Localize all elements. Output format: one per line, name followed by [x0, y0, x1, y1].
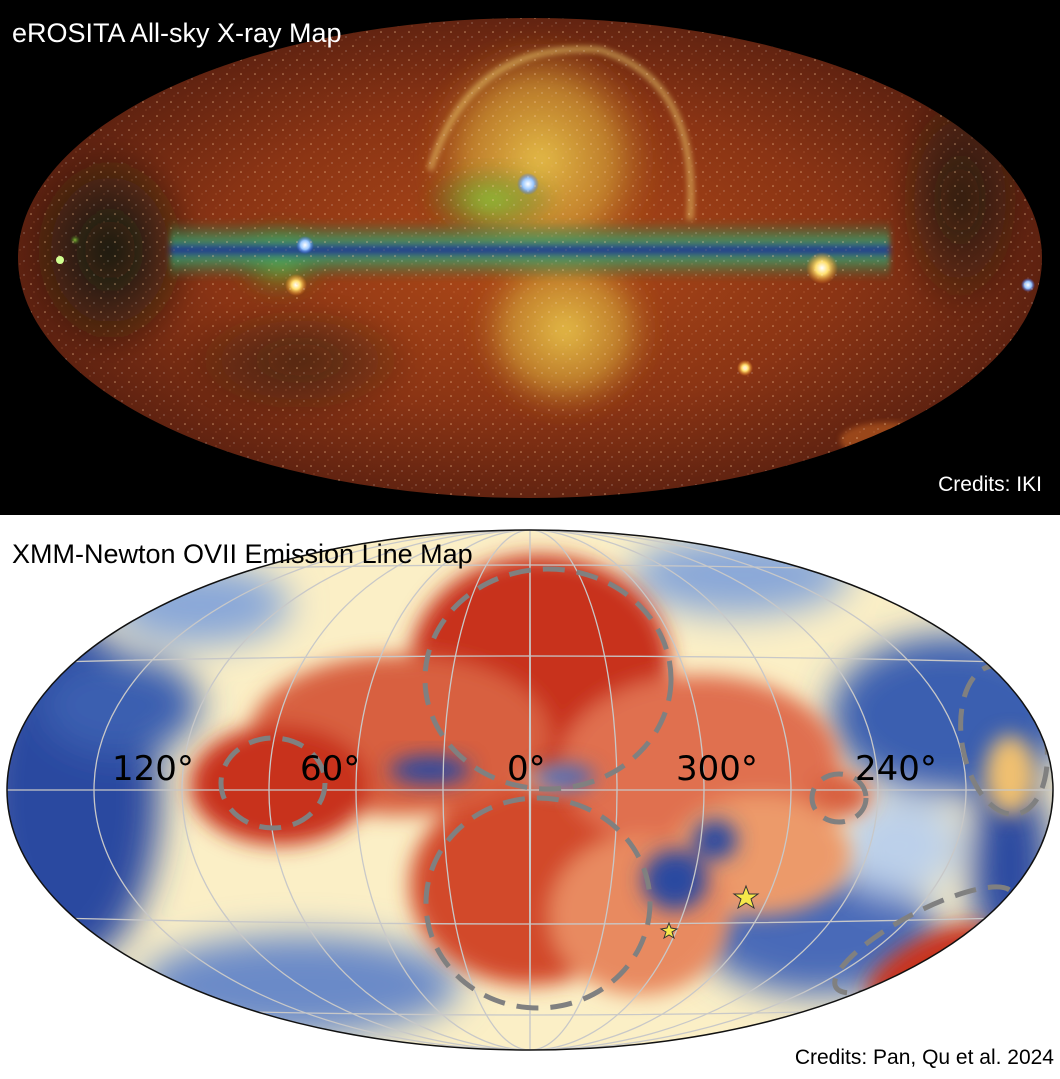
erosita-panel: eROSITA All-sky X-ray Map Credits: IKI	[0, 0, 1060, 515]
erosita-map-title: eROSITA All-sky X-ray Map	[12, 18, 342, 48]
ovii-map-title: XMM-Newton OVII Emission Line Map	[12, 539, 473, 569]
xmm-ovii-emission-map: 120° 60° 0° 300° 240°	[6, 529, 1054, 1051]
map-border	[6, 529, 1054, 1051]
graticule	[7, 530, 1053, 1050]
small-region-240	[809, 771, 869, 825]
lon-label-0: 0°	[507, 749, 546, 789]
erosita-all-sky-map	[18, 18, 1042, 498]
lon-label-240: 240°	[855, 749, 937, 789]
lon-label-300: 300°	[676, 749, 758, 789]
lon-label-60: 60°	[300, 749, 360, 789]
lon-label-120: 120°	[112, 749, 194, 789]
xmm-ovii-panel: 120° 60° 0° 300° 240° XMM-Newton OVII Em…	[0, 515, 1060, 1079]
erosita-credit: Credits: IKI	[938, 473, 1042, 496]
star-marker	[732, 884, 760, 910]
ovii-credit: Credits: Pan, Qu et al. 2024	[794, 1046, 1054, 1069]
north-bubble-region	[422, 566, 674, 792]
cygnus-region	[218, 735, 328, 831]
star-marker	[659, 921, 679, 940]
south-bubble-region	[423, 795, 653, 1011]
